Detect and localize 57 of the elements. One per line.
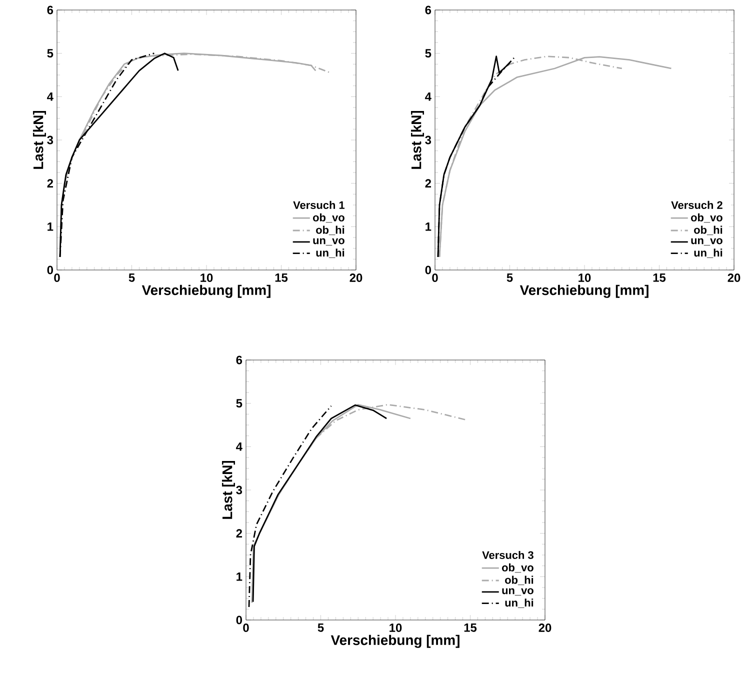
y-tick-label: 1 bbox=[236, 572, 242, 581]
y-tick-label: 2 bbox=[236, 529, 242, 538]
y-tick-label: 4 bbox=[47, 92, 54, 101]
y-tick-label: 6 bbox=[236, 356, 242, 364]
y-tick-label: 5 bbox=[236, 399, 242, 408]
legend-label: ob_hi bbox=[316, 226, 344, 236]
y-axis-title: Last [kN] bbox=[222, 460, 235, 519]
legend-label: ob_vo bbox=[312, 213, 344, 223]
x-tick-label: 5 bbox=[128, 274, 135, 282]
y-tick-label: 1 bbox=[48, 222, 54, 231]
y-tick-label: 0 bbox=[236, 616, 242, 624]
y-tick-label: 3 bbox=[236, 486, 242, 494]
x-tick-label: 20 bbox=[350, 274, 362, 282]
y-tick-label: 2 bbox=[425, 179, 432, 188]
legend-title: Versuch 3 bbox=[482, 550, 534, 560]
legend-label: ob_vo bbox=[502, 563, 534, 573]
legend-label: un_hi bbox=[505, 598, 534, 608]
y-tick-label: 0 bbox=[47, 266, 53, 274]
x-tick-label: 5 bbox=[318, 624, 324, 632]
x-tick-label: 10 bbox=[200, 274, 213, 282]
y-tick-label: 3 bbox=[47, 136, 54, 144]
x-tick-label: 10 bbox=[390, 624, 402, 632]
x-tick-label: 0 bbox=[54, 274, 60, 282]
x-axis-title: Verschiebung [mm] bbox=[142, 284, 270, 298]
legend-label: un_hi bbox=[694, 248, 722, 258]
x-tick-label: 0 bbox=[243, 624, 249, 632]
x-tick-label: 15 bbox=[653, 274, 666, 282]
y-tick-label: 5 bbox=[425, 49, 432, 58]
legend-label: un_hi bbox=[316, 248, 344, 258]
y-tick-label: 4 bbox=[425, 92, 432, 101]
y-tick-label: 5 bbox=[47, 49, 54, 58]
y-tick-label: 2 bbox=[47, 179, 54, 188]
x-axis-title: Verschiebung [mm] bbox=[520, 284, 648, 298]
y-tick-label: 3 bbox=[425, 136, 432, 144]
legend-label: un_vo bbox=[502, 588, 534, 596]
y-tick-label: 4 bbox=[236, 442, 242, 451]
legend-title: Versuch 1 bbox=[293, 200, 345, 209]
legend-label: ob_vo bbox=[690, 213, 722, 223]
x-tick-label: 15 bbox=[464, 624, 477, 632]
y-tick-label: 6 bbox=[47, 6, 54, 14]
legend-label: un_vo bbox=[313, 238, 344, 246]
x-tick-label: 15 bbox=[275, 274, 288, 282]
x-tick-label: 20 bbox=[538, 624, 552, 632]
y-tick-label: 1 bbox=[426, 222, 432, 231]
x-tick-label: 10 bbox=[578, 274, 591, 282]
y-axis-title: Last [kN] bbox=[410, 110, 424, 169]
x-tick-label: 5 bbox=[506, 274, 513, 282]
y-tick-label: 6 bbox=[425, 6, 432, 14]
x-axis-title: Verschiebung [mm] bbox=[330, 634, 460, 648]
x-tick-label: 0 bbox=[432, 274, 438, 282]
legend-title: Versuch 2 bbox=[671, 200, 722, 209]
legend-label: un_vo bbox=[691, 238, 722, 246]
y-axis-title: Last [kN] bbox=[32, 110, 46, 169]
legend-label: ob_hi bbox=[694, 226, 722, 236]
x-tick-label: 20 bbox=[728, 274, 740, 282]
legend-label: ob_hi bbox=[505, 576, 534, 586]
y-tick-label: 0 bbox=[425, 266, 431, 274]
